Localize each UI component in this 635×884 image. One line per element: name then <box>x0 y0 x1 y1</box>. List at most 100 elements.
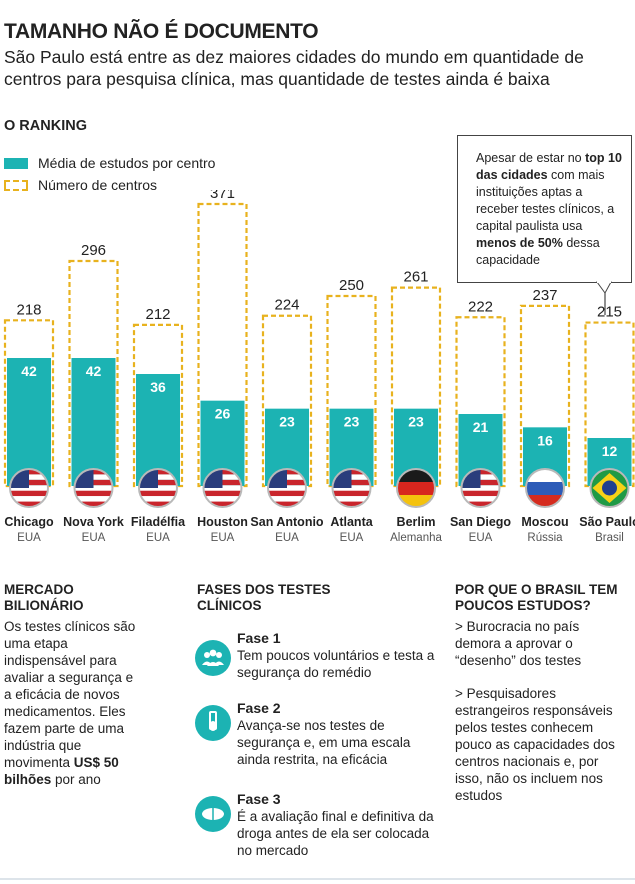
category-label: Atlanta <box>330 515 373 529</box>
callout-bold-2: menos de 50% <box>476 236 563 250</box>
us-flag-icon <box>202 468 243 508</box>
us-flag-icon <box>73 468 114 508</box>
bar-group: 215 12 São Paulo Brasil <box>579 304 635 544</box>
bar-average <box>7 358 51 486</box>
phase-2: Fase 2 Avança-se nos testes de segurança… <box>237 700 437 768</box>
country-label: EUA <box>17 532 41 544</box>
bar-chart: 218 42 Chicago EUA 296 42 Nova York EUA 212 36 Fil… <box>3 190 635 544</box>
value-label-centers: 212 <box>145 306 170 323</box>
us-flag-icon <box>331 468 372 508</box>
bar-group: 224 23 San Antonio EUA <box>250 297 324 544</box>
bar-average <box>136 374 180 486</box>
value-label-average: 42 <box>86 363 102 379</box>
phases-heading: FASES DOS TESTES CLÍNICOS <box>197 582 331 613</box>
market-section: MERCADO BILIONÁRIO Os testes clínicos sã… <box>4 582 136 788</box>
phases-section: FASES DOS TESTES CLÍNICOS <box>197 582 397 618</box>
value-label-centers: 261 <box>403 269 428 286</box>
phase-2-text: Avança-se nos testes de segurança e, em … <box>237 718 411 767</box>
why-heading: POR QUE O BRASIL TEM POUCOS ESTUDOS? <box>455 582 618 613</box>
bar-group: 261 23 Berlim Alemanha <box>390 269 442 544</box>
pill-icon <box>195 796 231 832</box>
value-label-average: 23 <box>408 414 424 430</box>
page-title: TAMANHO NÃO É DOCUMENTO <box>4 20 319 43</box>
value-label-centers: 250 <box>339 277 364 294</box>
value-label-average: 16 <box>537 432 553 448</box>
category-label: Nova York <box>63 515 124 529</box>
us-flag-icon <box>267 468 307 508</box>
phase-1-title: Fase 1 <box>237 630 281 646</box>
category-label: Houston <box>197 515 248 529</box>
value-label-centers: 224 <box>274 297 299 314</box>
country-label: EUA <box>211 532 235 544</box>
callout-box: Apesar de estar no top 10 das cidades co… <box>457 135 632 283</box>
why-point-2: > Pesquisadores estrangeiros responsávei… <box>455 686 615 803</box>
callout-text-3: dessa capacidade <box>476 236 600 267</box>
chart-legend: Média de estudos por centro Número de ce… <box>4 152 215 196</box>
country-label: Brasil <box>595 532 624 544</box>
ranking-heading: O RANKING <box>4 118 87 134</box>
bar-group: 296 42 Nova York EUA <box>63 242 124 544</box>
value-label-average: 36 <box>150 379 166 395</box>
callout-text-1: Apesar de estar no <box>476 151 586 165</box>
bar-group: 222 21 San Diego EUA <box>450 298 511 544</box>
test-tube-icon <box>195 705 231 741</box>
us-flag-icon <box>9 468 49 508</box>
phase-3: Fase 3 É a avaliação final e definitiva … <box>237 791 437 859</box>
bar-group: 212 36 Filadélfia EUA <box>131 306 186 544</box>
country-label: Rússia <box>527 532 563 544</box>
legend-label-fill: Média de estudos por centro <box>38 155 216 171</box>
country-label: EUA <box>146 532 170 544</box>
legend-item-fill: Média de estudos por centro <box>4 152 215 174</box>
country-label: EUA <box>340 532 364 544</box>
value-label-centers: 218 <box>16 301 41 318</box>
value-label-centers: 296 <box>81 242 106 259</box>
market-heading: MERCADO BILIONÁRIO <box>4 582 84 613</box>
russia-flag-icon <box>525 468 565 508</box>
legend-label-outline: Número de centros <box>38 177 158 193</box>
category-label: Moscou <box>521 515 568 529</box>
phase-3-text: É a avaliação final e definitiva da drog… <box>237 809 434 858</box>
value-label-centers: 215 <box>597 304 622 321</box>
value-label-average: 23 <box>279 414 295 430</box>
category-label: Berlim <box>397 515 436 529</box>
legend-swatch-fill <box>4 157 28 169</box>
callout-text-2: com mais instituições aptas a receber te… <box>476 168 615 233</box>
phase-1-text: Tem poucos voluntários e testa a seguran… <box>237 648 435 680</box>
category-label: San Antonio <box>250 515 324 529</box>
bottom-rule <box>0 878 635 880</box>
page-subtitle: São Paulo está entre as dez maiores cida… <box>4 47 584 89</box>
legend-swatch-outline <box>4 179 28 191</box>
market-text-1: Os testes clínicos são uma etapa indispe… <box>4 619 136 770</box>
category-label: Chicago <box>4 515 54 529</box>
phase-2-title: Fase 2 <box>237 700 281 716</box>
value-label-centers: 371 <box>210 190 235 202</box>
category-label: Filadélfia <box>131 515 186 529</box>
market-bold: US$ 50 bilhões <box>4 755 119 787</box>
bar-group: 371 26 Houston EUA <box>197 190 248 544</box>
legend-item-outline: Número de centros <box>4 174 215 196</box>
category-label: São Paulo <box>579 515 635 529</box>
market-text-2: por ano <box>51 772 101 787</box>
us-flag-icon <box>460 468 501 508</box>
value-label-centers: 222 <box>468 298 493 315</box>
callout-bold-1: top 10 das cidades <box>476 151 622 182</box>
why-point-1: > Burocracia no país demora a aprovar o … <box>455 619 582 668</box>
bar-group: 218 42 Chicago EUA <box>3 301 55 544</box>
bar-group: 237 16 Moscou Rússia <box>519 287 571 544</box>
country-label: Alemanha <box>390 532 442 544</box>
country-label: EUA <box>469 532 493 544</box>
phase-3-title: Fase 3 <box>237 791 281 807</box>
value-label-average: 42 <box>21 363 37 379</box>
value-label-centers: 237 <box>532 287 557 304</box>
why-section: POR QUE O BRASIL TEM POUCOS ESTUDOS? > B… <box>455 582 625 804</box>
phase-1: Fase 1 Tem poucos voluntários e testa a … <box>237 630 437 681</box>
value-label-average: 12 <box>602 443 618 459</box>
bar-group: 250 23 Atlanta EUA <box>326 277 377 544</box>
country-label: EUA <box>82 532 106 544</box>
bar-average <box>71 358 116 486</box>
category-label: San Diego <box>450 515 511 529</box>
us-flag-icon <box>138 468 178 508</box>
people-icon <box>195 640 231 676</box>
brazil-flag-icon <box>589 468 630 508</box>
callout-pointer <box>596 281 612 315</box>
